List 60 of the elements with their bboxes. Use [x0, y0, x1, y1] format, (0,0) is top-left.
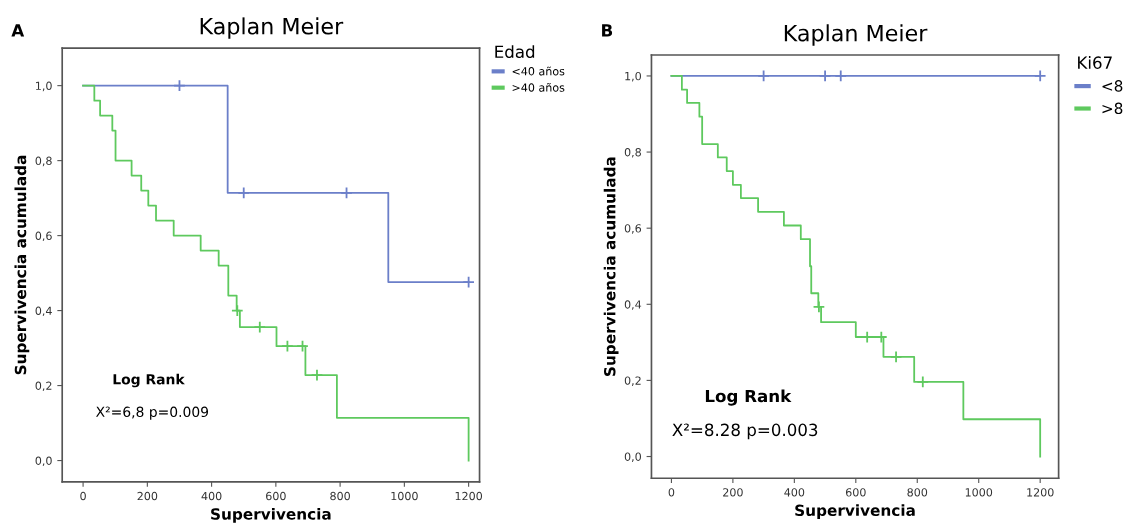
x-tick-label: 200 — [137, 491, 158, 501]
point — [834, 69, 848, 83]
x-tick-label: 1000 — [391, 491, 418, 501]
legend-title: Ki67 — [1078, 56, 1112, 69]
point — [462, 275, 475, 289]
y-tick-label: 0,6 — [624, 224, 642, 234]
annotation: Log Rank — [705, 389, 792, 406]
y-axis-title: Supervivencia acumulada — [603, 157, 619, 376]
text: A — [11, 24, 25, 37]
chart-title: Kaplan Meier — [784, 24, 928, 46]
x-tick-label: 400 — [784, 488, 805, 497]
y-tick-label: 0,4 — [35, 306, 52, 317]
y-axis-title: Supervivencia acumulada — [14, 155, 30, 375]
y-tick-label: 0,0 — [624, 452, 641, 463]
y-tick-label: 0,4 — [624, 300, 642, 310]
point — [296, 339, 309, 353]
x-tick-label: 1200 — [455, 491, 483, 501]
x-tick-label: 600 — [845, 488, 866, 497]
point — [173, 79, 186, 92]
point — [237, 186, 251, 200]
x-tick-label: 0 — [668, 488, 675, 497]
annotation: X²=6,8 p=0.009 — [96, 406, 209, 420]
chart-title: Kaplan Meier — [200, 17, 344, 39]
point — [916, 375, 930, 389]
x-tick-label: 600 — [266, 491, 286, 501]
y-tick-label: 1,0 — [625, 71, 641, 82]
point — [1033, 69, 1047, 83]
y-tick-label: 0,2 — [624, 376, 641, 386]
point — [231, 304, 244, 317]
x-tick-label: 800 — [330, 491, 350, 501]
x-tick-label: 1200 — [1027, 488, 1054, 497]
x-tick-label: 0 — [80, 491, 86, 501]
x-axis-title: Supervivencia — [211, 507, 331, 523]
point — [281, 339, 294, 353]
y-tick-label: 0,8 — [624, 148, 641, 158]
x-tick-label: 800 — [907, 488, 928, 497]
legend-title: Edad — [495, 45, 535, 59]
text: B — [602, 24, 613, 37]
point — [889, 350, 903, 364]
point — [757, 69, 770, 83]
x-tick-label: 200 — [723, 488, 743, 497]
annotation: Log Rank — [113, 373, 185, 388]
legend-label: <8 — [1102, 80, 1123, 92]
x-tick-label: 400 — [201, 491, 222, 501]
point — [310, 368, 324, 382]
y-tick-label: 0,0 — [35, 456, 52, 467]
y-tick-label: 0,8 — [35, 156, 52, 167]
x-tick-label: 1000 — [965, 488, 993, 497]
point — [340, 186, 353, 200]
point — [818, 69, 832, 83]
annotation: X²=8.28 p=0.003 — [672, 423, 818, 440]
legend-label: >8 — [1102, 102, 1123, 115]
legend-label: <40 años — [512, 66, 565, 76]
legend-label: >40 años — [512, 82, 565, 92]
point — [253, 320, 267, 334]
x-axis-title: Supervivencia — [795, 504, 915, 520]
point — [812, 300, 826, 314]
y-tick-label: 0,6 — [35, 231, 52, 242]
y-tick-label: 0,2 — [35, 381, 52, 392]
y-tick-label: 1,0 — [36, 81, 52, 92]
